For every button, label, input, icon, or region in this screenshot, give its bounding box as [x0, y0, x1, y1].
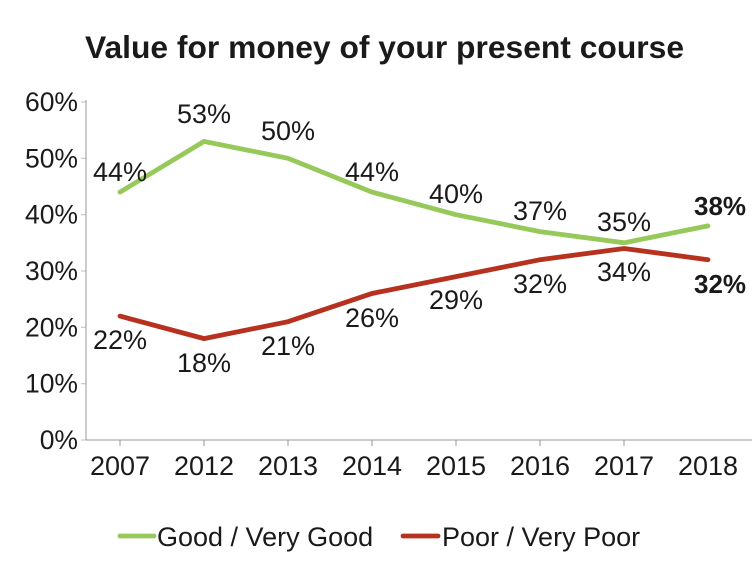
- svg-text:2015: 2015: [426, 451, 486, 481]
- svg-text:2018: 2018: [678, 451, 738, 481]
- svg-text:0%: 0%: [40, 425, 78, 455]
- svg-text:30%: 30%: [25, 256, 78, 286]
- svg-text:Good / Very Good: Good / Very Good: [157, 522, 373, 552]
- svg-text:2012: 2012: [174, 451, 234, 481]
- svg-text:35%: 35%: [597, 207, 651, 237]
- svg-text:20%: 20%: [25, 312, 78, 342]
- svg-text:2016: 2016: [510, 451, 570, 481]
- svg-text:32%: 32%: [513, 269, 567, 299]
- svg-text:38%: 38%: [694, 191, 746, 221]
- svg-text:18%: 18%: [177, 348, 231, 378]
- svg-text:40%: 40%: [429, 179, 483, 209]
- svg-text:60%: 60%: [25, 87, 78, 117]
- svg-text:2014: 2014: [342, 451, 402, 481]
- svg-text:44%: 44%: [93, 157, 147, 187]
- svg-text:32%: 32%: [694, 269, 746, 299]
- svg-text:53%: 53%: [177, 99, 231, 129]
- svg-text:50%: 50%: [261, 116, 315, 146]
- svg-text:26%: 26%: [345, 303, 399, 333]
- svg-text:29%: 29%: [429, 285, 483, 315]
- svg-text:37%: 37%: [513, 196, 567, 226]
- svg-text:22%: 22%: [93, 325, 147, 355]
- svg-text:34%: 34%: [597, 257, 651, 287]
- svg-text:Poor / Very Poor: Poor / Very Poor: [442, 522, 640, 552]
- svg-text:2007: 2007: [90, 451, 150, 481]
- svg-text:2013: 2013: [258, 451, 318, 481]
- svg-text:2017: 2017: [594, 451, 654, 481]
- svg-text:10%: 10%: [25, 369, 78, 399]
- svg-text:21%: 21%: [261, 331, 315, 361]
- svg-text:40%: 40%: [25, 200, 78, 230]
- svg-text:50%: 50%: [25, 143, 78, 173]
- svg-text:44%: 44%: [345, 157, 399, 187]
